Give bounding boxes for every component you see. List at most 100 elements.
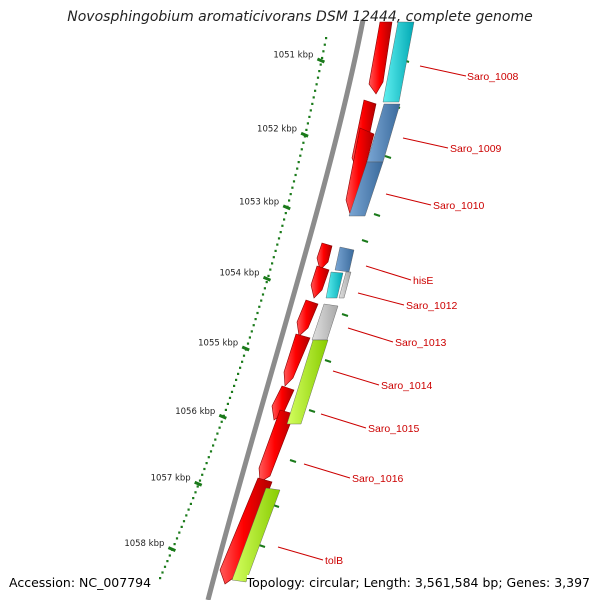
ruler-label: 1057 kbp [151,474,191,484]
gene-labels: Saro_1008 Saro_1009 Saro_1010 hisE Saro_… [325,71,519,567]
ruler-dot [312,96,315,99]
ruler-dot [163,565,167,568]
ruler-dot [207,456,210,459]
ruler-dot [294,173,297,177]
gene-label-saro-1016[interactable]: Saro_1016 [352,473,404,485]
ruler-major-tick [194,480,203,487]
cds-arrow[interactable] [283,333,311,387]
ruler-dot [321,56,324,60]
ruler-dot [159,577,162,580]
ruler-dot [288,199,291,202]
gene-label-saro-1015[interactable]: Saro_1015 [368,423,420,435]
gene-label-saro-1012[interactable]: Saro_1012 [406,300,458,312]
ruler-major-tick [241,345,250,352]
ruler-dot [322,50,325,53]
map-title: Novosphingobium aromaticivorans DSM 1244… [67,9,533,25]
ruler-dot [194,491,197,494]
ruler-dot [281,224,284,227]
ruler-dot [314,89,317,92]
ruler-dot [175,537,179,540]
ruler-dot [192,497,195,500]
ruler-ticks [159,37,328,580]
ruler-dot [302,141,305,144]
cds-arrow[interactable] [368,21,393,95]
ruler-major-tick [218,413,227,420]
ruler-dot [274,249,277,252]
label-leaders [277,65,467,561]
gene-label-saro-1013[interactable]: Saro_1013 [395,337,447,349]
ruler-dot [189,502,192,505]
ruler-dot [239,366,242,369]
cog-block-blue[interactable] [348,161,384,217]
ruler-dot [201,473,204,476]
ruler-major-tick [300,131,309,138]
ruler-dot [283,218,286,221]
gene-label-saro-1010[interactable]: Saro_1010 [433,200,485,212]
ruler-dot [299,154,302,157]
cds-arrow[interactable] [296,299,319,337]
ruler-dot [187,508,190,511]
ruler-dot [216,432,219,435]
ruler-dot [291,186,294,189]
ruler-dot [166,560,169,563]
gene-label-hise[interactable]: hisE [413,275,433,287]
ruler-dot [178,531,181,534]
ruler-dot [233,384,236,387]
ruler-dot [218,426,221,429]
ruler-dot [173,543,176,546]
ruler-major-tick [282,204,291,211]
ruler-dot [250,330,253,333]
accession-text: Accession: NC_007794 [9,575,152,590]
ruler-dot [300,148,303,151]
cds-arrow[interactable] [219,477,273,585]
cog-block-lime[interactable] [286,339,329,425]
ruler-dot [319,63,322,66]
ruler-dot [214,438,217,441]
ruler-dot [279,231,282,234]
ruler-dot [260,299,263,302]
cog-block-cyan[interactable] [382,21,415,103]
cds-arrow[interactable] [310,265,330,299]
ruler-dot [277,237,281,240]
ruler-dot [248,336,251,339]
ruler-dot [267,274,270,277]
cog-block-cyan[interactable] [325,271,344,299]
ruler-major-tick [167,546,176,552]
ruler-dot [258,305,261,308]
gene-label-saro-1009[interactable]: Saro_1009 [450,143,502,155]
ruler-dot [265,281,268,284]
ruler-major-ticks [167,57,325,552]
ruler-dot [271,262,274,265]
ruler-label: 1058 kbp [124,539,164,549]
gene-label-saro-1014[interactable]: Saro_1014 [381,380,433,392]
ruler-dot [246,342,250,345]
ruler-dot [305,128,308,131]
cog-block-blue[interactable] [334,246,355,273]
ruler-dot [261,293,265,296]
ruler-label: 1055 kbp [198,339,238,349]
ruler-dot [180,525,183,528]
ruler-dot [325,37,328,40]
ruler-dot [289,193,292,196]
ruler-dot [220,420,223,423]
ruler-dot [242,354,246,357]
cog-block-gray[interactable] [338,271,352,299]
ruler-dot [226,402,229,405]
ruler-label: 1053 kbp [239,197,279,207]
gene-label-saro-1008[interactable]: Saro_1008 [467,71,519,83]
ruler-dot [256,311,259,315]
cog-block-lime[interactable] [231,487,281,583]
ruler-dot [323,43,326,46]
ruler-dot [209,450,213,453]
ruler-label: 1054 kbp [219,269,259,279]
cog-track [231,21,415,583]
ruler-dot [269,268,272,271]
ruler-dot [205,462,208,465]
topology-text: Topology: circular; Length: 3,561,584 bp… [246,575,590,590]
ruler-dot [228,396,232,399]
ruler-label: 1051 kbp [273,51,313,61]
ruler-dot [297,161,300,164]
cds-arrow[interactable] [316,242,333,271]
gene-label-tolb[interactable]: tolB [325,555,343,567]
